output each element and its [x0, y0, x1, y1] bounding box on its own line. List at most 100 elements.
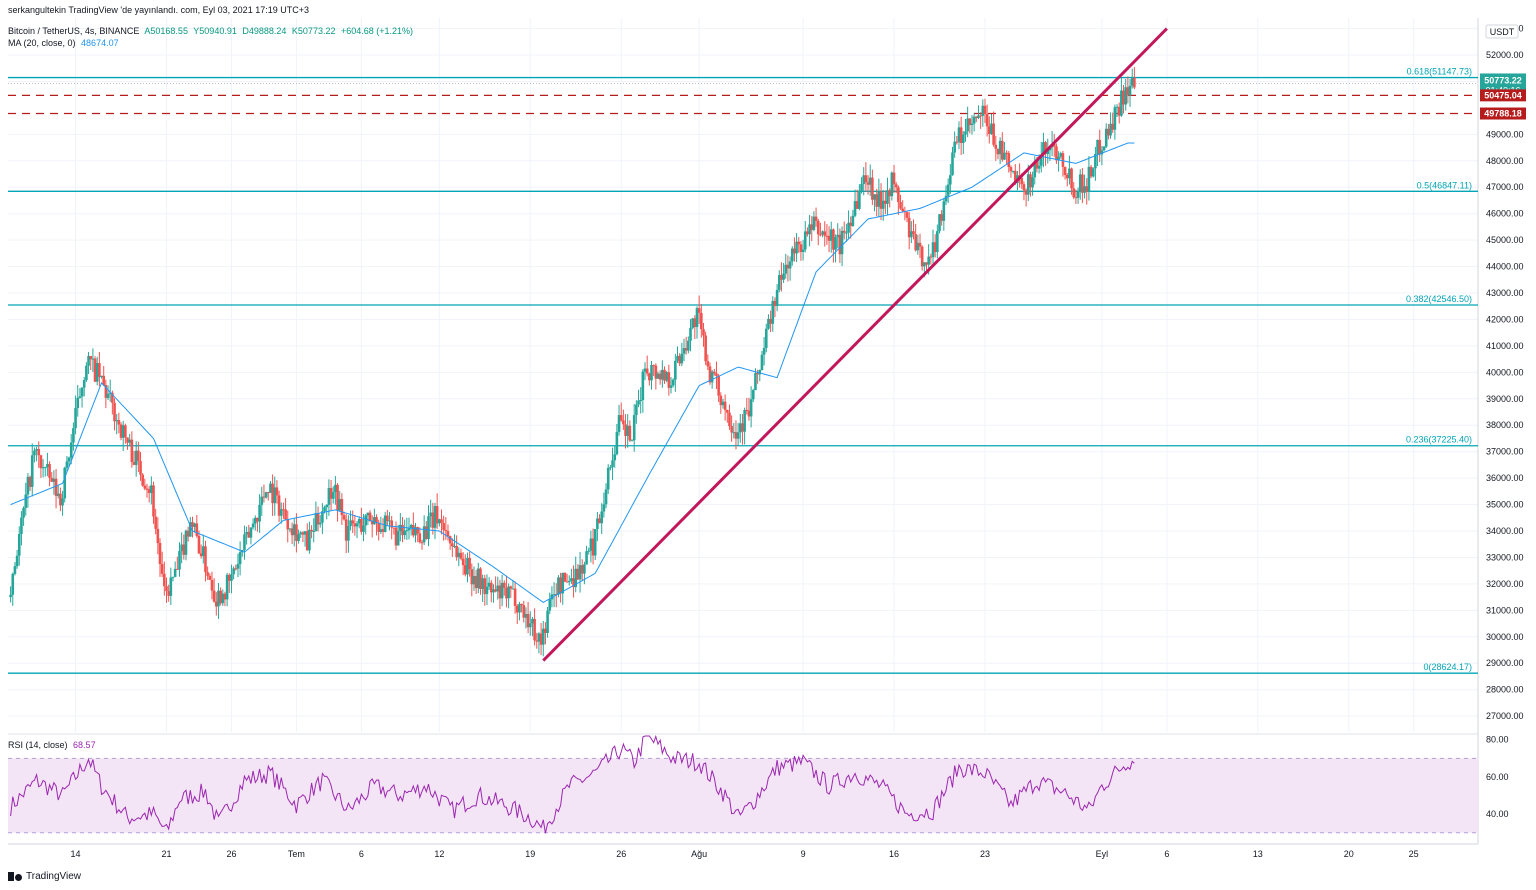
- candle-body: [985, 114, 989, 127]
- candle-body: [589, 538, 593, 551]
- candle-body: [1009, 167, 1013, 172]
- candle-body: [269, 483, 272, 493]
- candle-body: [728, 412, 731, 427]
- candle-body: [996, 148, 1000, 155]
- candle-body: [156, 528, 160, 544]
- trendline: [542, 27, 1168, 662]
- candle-body: [455, 545, 458, 558]
- candle-body: [230, 574, 233, 581]
- candle-body: [1070, 168, 1073, 189]
- candle-body: [799, 244, 803, 252]
- candle-body: [15, 555, 19, 567]
- candle-body: [842, 230, 846, 233]
- candle-body: [576, 568, 580, 580]
- candle-body: [1011, 170, 1015, 172]
- price-tick-label: 34000.00: [1486, 526, 1524, 536]
- candle-body: [892, 172, 896, 185]
- candle-body: [340, 499, 344, 516]
- candle-body: [137, 450, 140, 461]
- candle-body: [193, 523, 196, 527]
- price-axis[interactable]: 27000.00 28000.00 29000.00 30000.00 31000.00…: [1485, 24, 1524, 820]
- candle-body: [191, 522, 194, 527]
- resistance-label: 49788.18: [1484, 109, 1522, 119]
- candle-body: [102, 375, 106, 386]
- candle-body: [849, 222, 853, 226]
- candle-body: [656, 373, 660, 379]
- candle-body: [732, 432, 736, 434]
- candle-body: [152, 485, 155, 517]
- candle-body: [1007, 153, 1011, 168]
- candle-body: [663, 369, 666, 381]
- candle-body: [89, 356, 93, 360]
- candle-body: [829, 229, 833, 241]
- candle-body: [176, 568, 179, 570]
- candle-body: [1109, 123, 1112, 136]
- time-axis[interactable]: 14 21 26 Tem 6 12 19 26 Ağu 9 16 23 Eyl 6 13 20 25: [71, 849, 1419, 859]
- rsi-tick-label: 60.00: [1486, 772, 1509, 782]
- candle-body: [418, 533, 422, 543]
- price-tick-label: 35000.00: [1486, 500, 1524, 510]
- price-tick-label: 49000.00: [1486, 129, 1524, 139]
- candle-body: [56, 493, 60, 496]
- candle-body: [1115, 106, 1119, 108]
- candle-body: [433, 506, 437, 528]
- rsi-legend[interactable]: RSI (14, close) 68.57: [8, 740, 99, 750]
- candle-body: [1096, 139, 1099, 154]
- price-tick-label: 45000.00: [1486, 235, 1524, 245]
- candle-body: [106, 393, 110, 398]
- price-tick-label: 43000.00: [1486, 288, 1524, 298]
- candle-body: [938, 214, 941, 232]
- candle-body: [784, 264, 788, 274]
- candle-body: [366, 512, 370, 516]
- candle-body: [256, 517, 259, 522]
- candle-body: [37, 449, 41, 456]
- candle-body: [570, 578, 573, 581]
- candle-body: [591, 538, 595, 556]
- candle-body: [375, 517, 378, 523]
- candle-body: [117, 420, 121, 425]
- candle-body: [496, 585, 500, 592]
- candle-body: [232, 568, 235, 575]
- candle-body: [1091, 168, 1095, 177]
- candle-body: [1065, 174, 1069, 179]
- candle-body: [717, 376, 720, 396]
- candle-body: [150, 485, 153, 494]
- candle-body: [431, 512, 435, 528]
- candle-body: [684, 348, 688, 351]
- candle-body: [1085, 186, 1089, 192]
- candle-body: [180, 544, 183, 552]
- candle-body: [790, 248, 794, 262]
- candle-body: [630, 440, 634, 442]
- candle-body: [788, 261, 792, 269]
- ma-legend[interactable]: MA (20, close, 0) 48674.07: [8, 38, 122, 48]
- candle-body: [422, 526, 426, 543]
- candle-body: [929, 256, 933, 258]
- candle-body: [695, 308, 699, 328]
- candle-body: [897, 187, 900, 203]
- candle-body: [425, 526, 428, 539]
- fib-label: 0(28624.17): [1423, 662, 1472, 672]
- candle-body: [1042, 142, 1045, 155]
- candle-body: [704, 335, 707, 362]
- candle-body: [697, 308, 701, 313]
- candle-body: [1020, 177, 1024, 185]
- candle-body: [888, 190, 891, 197]
- candle-body: [1126, 87, 1130, 96]
- rsi-value: 68.57: [73, 740, 96, 750]
- price-tick-label: 48000.00: [1486, 156, 1524, 166]
- change-value: +604.68 (+1.21%): [340, 26, 414, 36]
- candle-body: [550, 594, 554, 600]
- candle-body: [403, 530, 406, 536]
- candle-body: [959, 127, 963, 143]
- candle-body: [124, 425, 127, 438]
- footer-brand[interactable]: TradingView: [8, 871, 81, 882]
- candle-body: [764, 328, 768, 348]
- candle-body: [944, 195, 948, 202]
- candle-body: [134, 450, 138, 465]
- tradingview-logo-icon: [8, 872, 22, 881]
- candle-body: [362, 525, 365, 532]
- candle-body: [1081, 174, 1084, 193]
- symbol-name[interactable]: Bitcoin / TetherUS, 4s, BINANCE: [8, 26, 140, 36]
